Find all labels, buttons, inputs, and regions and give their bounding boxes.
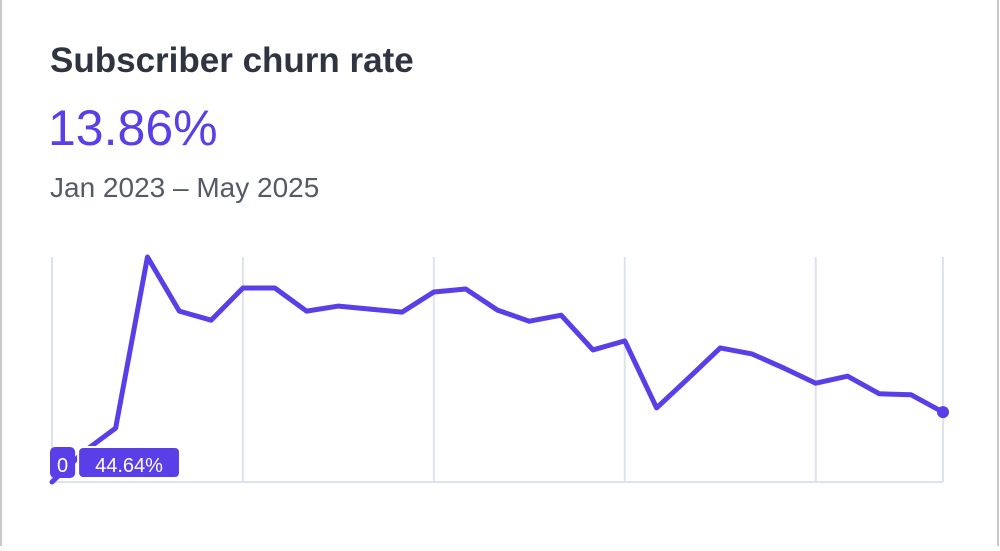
end-point — [937, 406, 949, 419]
headline-value: 13.86% — [48, 100, 218, 156]
value-badge — [77, 446, 181, 479]
card-title: Subscriber churn rate — [50, 41, 414, 80]
value-badge — [50, 447, 76, 478]
value-badge-label: 0 — [57, 455, 68, 477]
churn-line — [49, 254, 946, 485]
plot: 0 44.64% — [49, 254, 949, 485]
value-badge-label: 44.64% — [95, 455, 163, 477]
date-range: Jan 2023 – May 2025 — [50, 172, 319, 203]
